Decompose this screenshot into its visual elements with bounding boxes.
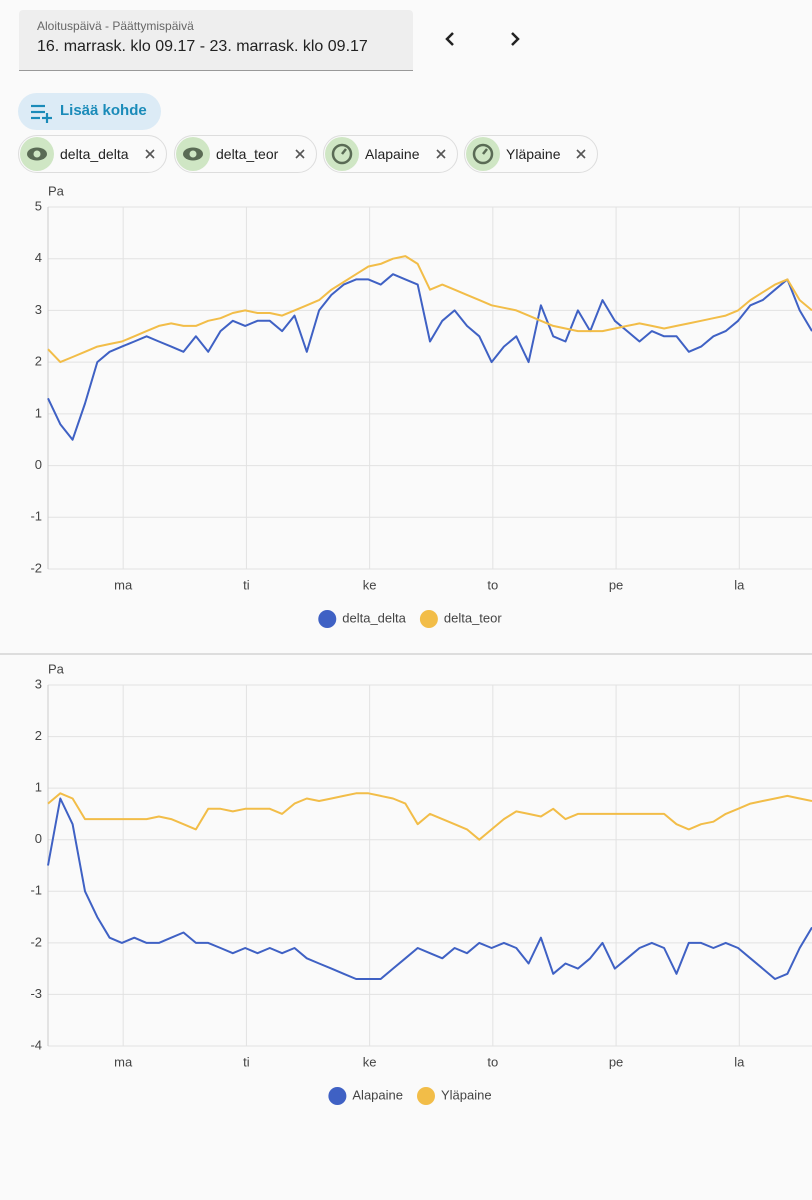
y-tick-label: 5 xyxy=(35,198,42,213)
legend-marker xyxy=(417,1087,435,1105)
add-icon xyxy=(31,104,52,123)
y-tick-label: 2 xyxy=(35,354,42,369)
y-tick-label: 2 xyxy=(35,728,42,743)
y-tick-label: -2 xyxy=(30,934,42,949)
y-tick-label: -1 xyxy=(30,509,42,524)
chip-label: Alapaine xyxy=(365,146,420,162)
x-tick-label: la xyxy=(734,1054,745,1069)
date-range: 16. marrask. klo 09.17 - 23. marrask. kl… xyxy=(37,38,368,55)
y-tick-label: 4 xyxy=(35,250,42,265)
legend-marker xyxy=(328,1087,347,1105)
date-label: Aloituspäivä - Päättymispäivä xyxy=(37,19,194,33)
legend-marker xyxy=(419,610,438,628)
target-chip[interactable]: Alapaine xyxy=(323,135,458,173)
x-tick-label: ke xyxy=(363,577,377,592)
y-tick-label: 3 xyxy=(35,302,42,317)
y-axis-label: Pa xyxy=(48,183,65,198)
remove-button[interactable] xyxy=(294,148,306,160)
x-tick-label: ke xyxy=(363,1054,377,1069)
legend-label: Alapaine xyxy=(352,1087,403,1102)
y-tick-label: -1 xyxy=(30,883,42,898)
chip-icon xyxy=(325,137,359,171)
next-button[interactable] xyxy=(505,28,525,50)
add-target-button[interactable]: Lisää kohde xyxy=(18,93,161,130)
add-target-label: Lisää kohde xyxy=(60,102,147,119)
y-tick-label: 1 xyxy=(35,405,42,420)
chip-label: Yläpaine xyxy=(506,146,561,162)
x-tick-label: to xyxy=(487,1054,498,1069)
y-tick-label: -2 xyxy=(30,560,42,575)
legend-label: delta_teor xyxy=(444,610,502,625)
x-tick-label: to xyxy=(487,577,498,592)
target-chip[interactable]: delta_teor xyxy=(174,135,317,173)
remove-button[interactable] xyxy=(575,148,587,160)
y-axis-label: Pa xyxy=(48,661,65,676)
x-tick-label: pe xyxy=(609,577,623,592)
x-tick-label: la xyxy=(734,577,745,592)
y-tick-label: 0 xyxy=(35,831,42,846)
x-tick-label: ti xyxy=(243,1054,250,1069)
series-line xyxy=(47,255,812,364)
series-line xyxy=(47,797,812,980)
chip-icon xyxy=(20,137,54,171)
x-tick-label: ti xyxy=(243,577,250,592)
y-tick-label: -3 xyxy=(30,986,42,1001)
x-tick-label: pe xyxy=(609,1054,623,1069)
series-line xyxy=(47,273,812,441)
target-chip[interactable]: Yläpaine xyxy=(464,135,598,173)
chip-icon xyxy=(466,137,500,171)
y-tick-label: 3 xyxy=(35,676,42,691)
x-tick-label: ma xyxy=(114,577,133,592)
series-line xyxy=(47,792,812,841)
chip-icon xyxy=(176,137,210,171)
target-chip[interactable]: delta_delta xyxy=(18,135,167,173)
remove-button[interactable] xyxy=(435,148,447,160)
chip-label: delta_delta xyxy=(60,146,129,162)
y-tick-label: 0 xyxy=(35,457,42,472)
y-tick-label: 1 xyxy=(35,780,42,795)
remove-button[interactable] xyxy=(144,148,156,160)
legend-marker xyxy=(318,610,337,628)
legend-label: delta_delta xyxy=(342,610,406,625)
date-picker[interactable]: Aloituspäivä - Päättymispäivä 16. marras… xyxy=(19,10,413,71)
legend-label: Yläpaine xyxy=(441,1087,492,1102)
prev-button[interactable] xyxy=(440,28,460,50)
y-tick-label: -4 xyxy=(30,1037,42,1052)
chip-label: delta_teor xyxy=(216,146,279,162)
x-tick-label: ma xyxy=(114,1054,133,1069)
